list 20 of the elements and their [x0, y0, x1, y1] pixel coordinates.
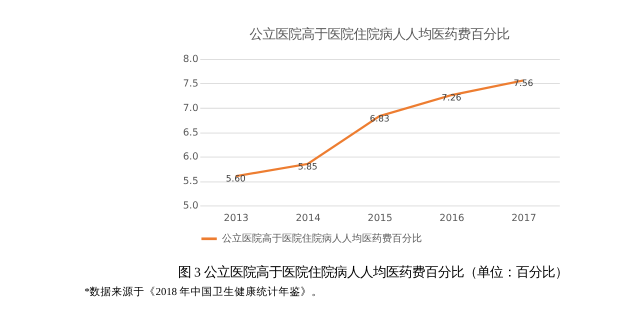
x-tick-label: 2016: [440, 213, 464, 224]
x-tick-label: 2017: [511, 213, 536, 224]
x-tick-label: 2014: [296, 213, 321, 224]
y-tick-label: 8.0: [182, 54, 198, 66]
y-tick-label: 7.5: [182, 78, 198, 90]
legend-label: 公立医院高于医院住院病人人均医药费百分比: [222, 232, 422, 244]
text: 7.56: [514, 78, 534, 89]
y-tick-label: 5.0: [182, 200, 198, 212]
y-tick-label: 6.5: [182, 127, 198, 138]
text: 5.60: [226, 174, 246, 185]
x-tick-label: 2013: [224, 213, 249, 224]
y-tick-label: 6.0: [182, 152, 198, 163]
text: 7.26: [442, 93, 462, 104]
y-tick-label: 7.0: [182, 102, 198, 114]
y-tick-label: 5.5: [182, 176, 198, 188]
text: *数据来源于《2018 年中国卫生健康统计年鉴》。: [84, 285, 323, 298]
x-tick-label: 2015: [368, 213, 392, 224]
text: 5.85: [298, 162, 318, 172]
caption: 图 3 公立医院高于医院住院病人人均医药费百分比（单位：百分比）: [178, 264, 568, 280]
chart-title: 公立医院高于医院住院病人人均医药费百分比: [250, 26, 510, 43]
